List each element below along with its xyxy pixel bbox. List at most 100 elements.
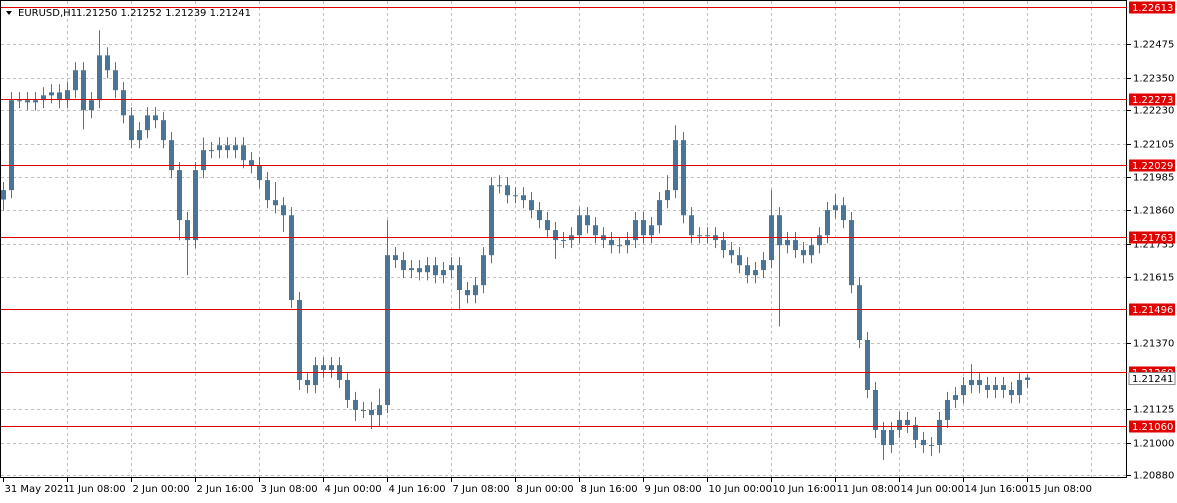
- candle-body: [529, 200, 534, 211]
- candle-body: [425, 265, 430, 273]
- candle-body: [193, 170, 198, 241]
- candle-body: [929, 445, 934, 447]
- x-tick-label: 3 Jun 08:00: [261, 484, 318, 495]
- price-label: 1.21241: [1132, 374, 1173, 385]
- level-label-box: [1129, 231, 1175, 244]
- x-tick-label: 2 Jun 00:00: [133, 484, 190, 495]
- candle-body: [377, 405, 382, 416]
- candle-body: [841, 205, 846, 221]
- candle-body: [729, 250, 734, 256]
- candle-body: [1017, 379, 1022, 396]
- candle-body: [745, 265, 750, 276]
- x-tick-label: 4 Jun 16:00: [389, 484, 446, 495]
- candle-body: [857, 285, 862, 341]
- y-tick-label: 1.22350: [1133, 74, 1174, 85]
- candle-body: [953, 395, 958, 400]
- candle-body: [1001, 385, 1006, 390]
- level-label: 1.22029: [1132, 161, 1173, 172]
- candle-body: [137, 130, 142, 141]
- candle-body: [801, 250, 806, 256]
- candle-body: [1025, 377, 1030, 380]
- candle-body: [177, 170, 182, 221]
- candle-body: [169, 140, 174, 171]
- y-tick-label: 1.21370: [1133, 339, 1174, 350]
- candle-body: [777, 215, 782, 246]
- candle-body: [225, 145, 230, 151]
- candle-body: [433, 265, 438, 276]
- candle-body: [81, 70, 86, 111]
- y-tick-label: 1.21985: [1133, 173, 1174, 184]
- candle-body: [705, 235, 710, 237]
- candle-body: [761, 260, 766, 271]
- candle-body: [273, 200, 278, 206]
- candle-body: [625, 240, 630, 246]
- candle-body: [97, 55, 102, 101]
- candle-body: [409, 268, 414, 271]
- y-tick-label: 1.21615: [1133, 273, 1174, 284]
- candle-body: [57, 92, 62, 101]
- x-tick-label: 15 Jun 08:00: [1029, 484, 1093, 495]
- layer: [1, 1, 1126, 477]
- y-tick-label: 1.21735: [1133, 240, 1174, 251]
- candle-body: [249, 160, 254, 166]
- candle-body: [321, 365, 326, 370]
- candle-body: [305, 379, 310, 386]
- candle-body: [961, 385, 966, 396]
- y-tick-label: 1.21860: [1133, 206, 1174, 217]
- candle-body: [889, 429, 894, 446]
- candle-body: [833, 205, 838, 211]
- candle-body: [1009, 389, 1014, 396]
- candle-body: [993, 385, 998, 390]
- candle-body: [945, 399, 950, 420]
- candle-body: [665, 190, 670, 201]
- level-label: 1.22613: [1132, 3, 1173, 14]
- candle-body: [441, 270, 446, 276]
- x-tick-label: 31 May 2021: [5, 484, 70, 495]
- candle-body: [913, 425, 918, 440]
- level-label-box: [1129, 159, 1175, 172]
- level-label: 1.21763: [1132, 233, 1173, 244]
- candle-body: [617, 245, 622, 247]
- x-tick-label: 10 Jun 16:00: [773, 484, 837, 495]
- candle-body: [465, 290, 470, 296]
- candle-body: [537, 210, 542, 221]
- candle-body: [825, 210, 830, 236]
- candle-body: [985, 385, 990, 390]
- candle-body: [313, 365, 318, 386]
- y-tick-label: 1.22475: [1133, 40, 1174, 51]
- x-tick-label: 8 Jun 16:00: [581, 484, 638, 495]
- candle-body: [553, 230, 558, 241]
- candle-body: [561, 240, 566, 242]
- candle-body: [481, 255, 486, 286]
- candle-body: [385, 255, 390, 406]
- candle-body: [905, 419, 910, 426]
- candle-body: [297, 300, 302, 380]
- x-tick-label: 1 Jun 08:00: [69, 484, 126, 495]
- x-tick-label: 10 Jun 00:00: [709, 484, 773, 495]
- candle-body: [65, 90, 70, 101]
- candle-body: [209, 150, 214, 152]
- candle-body: [329, 365, 334, 370]
- candle-body: [25, 100, 30, 103]
- candle-body: [897, 419, 902, 430]
- level-label-box: [1129, 93, 1175, 106]
- candle-body: [809, 245, 814, 256]
- candle-body: [17, 100, 22, 102]
- candle-body: [129, 115, 134, 141]
- symbol: EURUSD,H1: [18, 8, 77, 19]
- candle-body: [937, 419, 942, 446]
- level-label: 1.21496: [1132, 305, 1173, 316]
- candle-body: [585, 215, 590, 226]
- candle-body: [497, 185, 502, 187]
- candle-body: [753, 270, 758, 276]
- candle-body: [265, 180, 270, 201]
- candle-body: [161, 120, 166, 141]
- candle-body: [881, 429, 886, 446]
- candle-body: [505, 185, 510, 196]
- candle-body: [369, 409, 374, 416]
- candle-body: [393, 255, 398, 261]
- x-tick-label: 11 Jun 08:00: [837, 484, 901, 495]
- level-label-box: [1129, 1, 1175, 14]
- candle-body: [241, 145, 246, 161]
- header-ohlc: 1.21250 1.21252 1.21239 1.21241: [76, 8, 251, 19]
